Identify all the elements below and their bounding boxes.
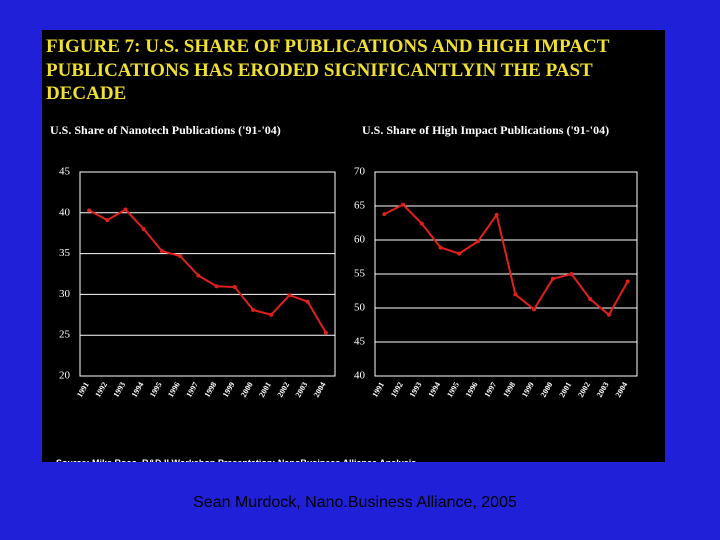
point [232,285,237,290]
plot-frame [79,171,336,377]
point [606,312,611,317]
point [269,312,274,317]
y-tick-label: 40 [354,370,366,382]
footer: Sean Murdock, Nano.Business Alliance, 20… [193,494,517,511]
y-tick-label: 45 [59,166,71,178]
point [419,221,424,226]
plot-frame [374,171,638,377]
point [251,307,256,312]
point [123,207,128,212]
point [550,276,555,281]
point [323,330,328,335]
y-tick-label: 50 [354,302,366,314]
point [513,292,518,297]
y-tick-label: 60 [354,234,366,246]
panel [42,30,665,462]
point [159,249,164,254]
point [382,212,387,217]
point [141,227,146,232]
point [105,218,110,223]
chart-title: U.S. Share of Nanotech Publications ('91… [50,123,281,137]
y-tick-label: 40 [59,206,71,218]
y-tick-label: 20 [59,370,71,382]
point [625,279,630,284]
y-tick-label: 70 [354,166,366,178]
point [196,273,201,278]
series-line [88,208,327,334]
y-tick-label: 30 [59,288,71,300]
point [401,202,406,207]
point [532,307,537,312]
source: Source: Mike Roco, R&D II Workshop Prese… [56,458,416,468]
figure-title: DECADE [46,83,126,104]
point [588,297,593,302]
point [457,251,462,256]
point [287,293,292,298]
point [305,299,310,304]
chart-title: U.S. Share of High Impact Publications (… [362,123,609,137]
y-tick-label: 45 [354,336,366,348]
point [569,272,574,276]
point [178,254,183,259]
point [214,284,219,289]
point [87,208,92,213]
y-tick-label: 65 [354,200,366,212]
point [494,212,499,217]
y-tick-label: 25 [59,329,71,341]
figure-title: PUBLICATIONS HAS ERODED SIGNIFICANTLYIN … [46,60,593,81]
point [438,245,443,250]
y-tick-label: 35 [59,247,71,259]
point [475,239,480,244]
series-line [383,203,629,317]
figure-title: FIGURE 7: U.S. SHARE OF PUBLICATIONS AND… [46,36,610,57]
y-tick-label: 55 [354,268,366,280]
